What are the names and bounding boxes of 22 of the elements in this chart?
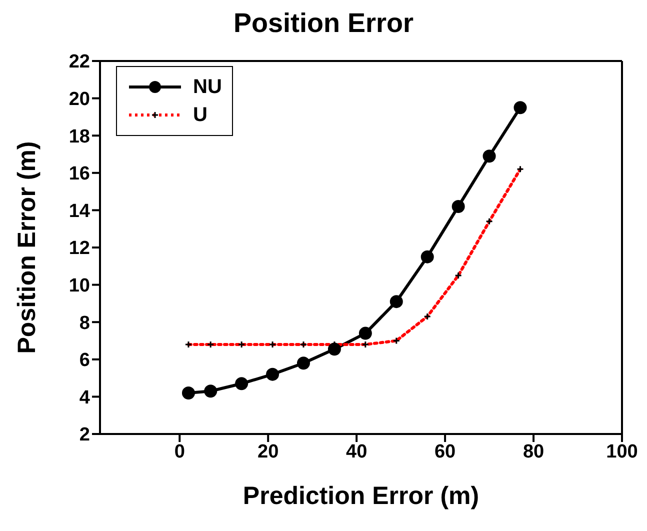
x-tick-label: 60 [434, 441, 456, 462]
y-tick-label: 8 [79, 312, 90, 334]
legend-label: NU [193, 76, 222, 98]
y-tick-label: 12 [68, 238, 90, 260]
y-tick-label: 4 [79, 387, 90, 408]
x-tick-label: 80 [522, 441, 544, 462]
legend-label: U [193, 104, 208, 126]
y-axis-title: Position Error (m) [12, 141, 41, 354]
y-tick-label: 10 [68, 276, 90, 297]
x-tick-label: 40 [346, 441, 368, 462]
y-tick-label: 14 [68, 200, 90, 222]
x-tick-label: 0 [174, 441, 185, 462]
x-tick-label: 20 [258, 441, 279, 462]
x-axis-title: Prediction Error (m) [242, 482, 480, 510]
chart-title: Position Error [232, 8, 415, 39]
y-tick-label: 6 [79, 350, 90, 372]
x-tick-label: 100 [606, 441, 638, 462]
y-tick-label: 20 [68, 89, 90, 110]
y-tick-label: 22 [68, 52, 90, 73]
y-tick-label: 18 [68, 126, 90, 148]
y-tick-label: 2 [79, 424, 90, 446]
y-tick-label: 16 [68, 164, 90, 185]
